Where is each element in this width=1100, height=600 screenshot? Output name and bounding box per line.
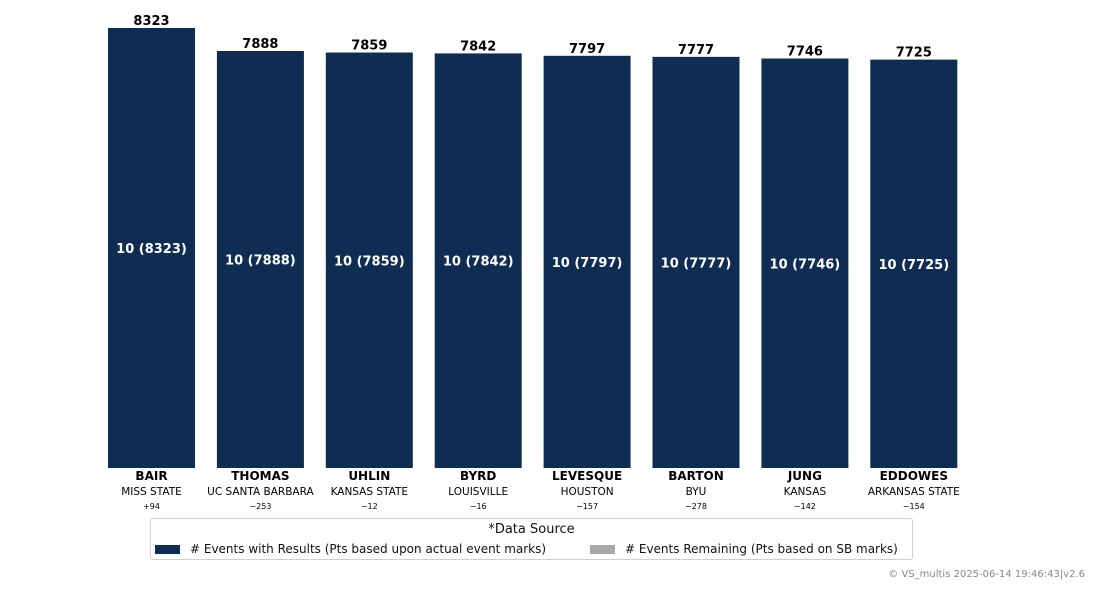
- bar-inner-label: 10 (7842): [443, 255, 514, 270]
- bar: [216, 50, 304, 468]
- diff-label: −278: [685, 502, 707, 511]
- athlete-name-label: THOMAS: [231, 469, 289, 483]
- bar-inner-label: 10 (7777): [661, 256, 732, 271]
- school-label: KANSAS STATE: [331, 486, 408, 498]
- diff-label: −12: [361, 502, 378, 511]
- school-label: LOUISVILLE: [448, 486, 508, 498]
- bar-total-label: 8323: [133, 14, 169, 29]
- school-label: BYU: [686, 486, 707, 498]
- bar: [761, 58, 849, 469]
- diff-label: −157: [576, 502, 598, 511]
- bar: [434, 53, 522, 468]
- athlete-name-label: LEVESQUE: [552, 469, 622, 483]
- bar: [543, 55, 631, 468]
- legend-swatch-remaining: [590, 544, 615, 554]
- legend-label-results: # Events with Results (Pts based upon ac…: [190, 542, 547, 556]
- athlete-name-label: EDDOWES: [880, 469, 948, 483]
- legend-item-remaining: # Events Remaining (Pts based on SB mark…: [590, 542, 898, 556]
- bar-inner-label: 10 (7725): [878, 258, 949, 273]
- bar-total-label: 7797: [569, 42, 605, 57]
- bar-total-label: 7888: [242, 37, 278, 52]
- legend-swatch-results: [155, 544, 180, 554]
- copyright-text: © VS_multis 2025-06-14 19:46:43|v2.6: [888, 569, 1085, 580]
- bar-chart: 8323 10 (8323) BAIR MISS STATE +94 7888 10 (78…: [108, 14, 960, 511]
- bar-inner-label: 10 (8323): [116, 242, 187, 257]
- bar: [325, 52, 413, 469]
- diff-label: −16: [470, 502, 487, 511]
- diff-label: +94: [143, 502, 160, 511]
- athlete-name-label: BYRD: [460, 469, 496, 483]
- athlete-name-label: JUNG: [787, 469, 822, 483]
- legend-item-results: # Events with Results (Pts based upon ac…: [155, 542, 546, 556]
- bar-inner-label: 10 (7859): [334, 254, 405, 269]
- athlete-name-label: BAIR: [135, 469, 167, 483]
- school-label: MISS STATE: [121, 486, 182, 498]
- legend: *Data Source # Events with Results (Pts …: [150, 518, 913, 560]
- bar-inner-label: 10 (7888): [225, 253, 296, 268]
- bar-total-label: 7842: [460, 39, 496, 54]
- bar-total-label: 7859: [351, 39, 387, 54]
- bar-inner-label: 10 (7746): [770, 257, 841, 272]
- bar-inner-label: 10 (7797): [552, 256, 623, 271]
- bar: [652, 56, 740, 468]
- bar-total-label: 7777: [678, 43, 714, 58]
- school-label: HOUSTON: [561, 486, 614, 498]
- athlete-name-label: UHLIN: [348, 469, 390, 483]
- bar-total-label: 7725: [896, 46, 932, 61]
- diff-label: −154: [903, 502, 925, 511]
- school-label: UC SANTA BARBARA: [207, 486, 314, 498]
- bar: [108, 28, 195, 468]
- diff-label: −142: [794, 502, 816, 511]
- legend-label-remaining: # Events Remaining (Pts based on SB mark…: [625, 542, 898, 556]
- bar-total-label: 7746: [787, 45, 823, 60]
- athlete-name-label: BARTON: [668, 469, 724, 483]
- school-label: ARKANSAS STATE: [868, 486, 960, 498]
- legend-title: *Data Source: [488, 522, 575, 537]
- bar: [870, 59, 958, 469]
- school-label: KANSAS: [784, 486, 827, 498]
- diff-label: −253: [249, 502, 271, 511]
